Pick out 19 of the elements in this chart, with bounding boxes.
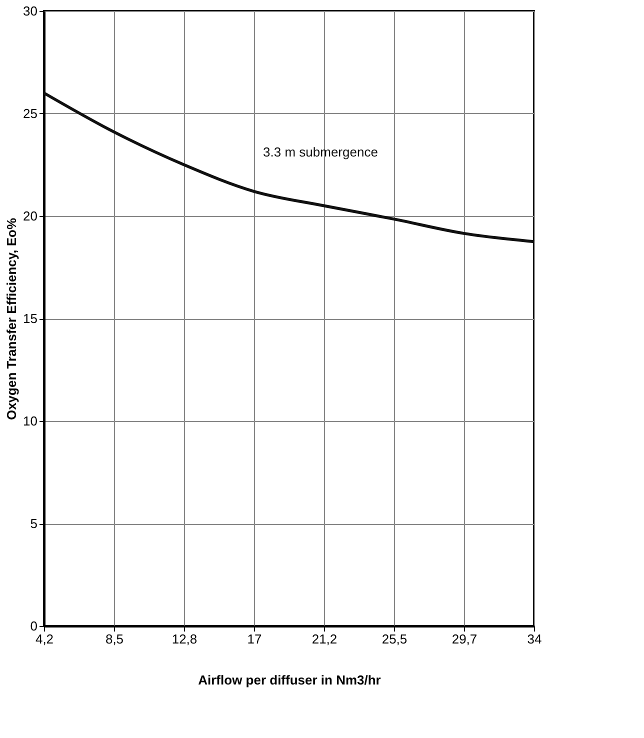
text: 3.3 m submergence	[263, 144, 378, 160]
x-tick-label: 21,2	[312, 632, 338, 646]
y-tick-label: 10	[23, 414, 38, 428]
x-tick-label: 29,7	[452, 632, 478, 646]
x-tick-label: 4,2	[35, 632, 54, 646]
x-tick-label: 8,5	[105, 632, 124, 646]
x-tick-label: 12,8	[172, 632, 198, 646]
y-tick-label: 15	[23, 311, 38, 326]
x-tick-label: 17	[247, 632, 262, 646]
y-tick-label: 0	[30, 618, 38, 634]
x-axis-title: Airflow per diffuser in Nm3/hr	[198, 672, 381, 688]
y-tick-label: 25	[23, 106, 38, 121]
y-tick-label: 5	[30, 516, 38, 531]
x-tick-label: 25,5	[382, 632, 408, 646]
y-tick-label: 20	[23, 208, 38, 224]
y-tick-label: 30	[23, 4, 38, 18]
x-tick-label: 34	[527, 632, 542, 646]
line-series	[42, 92, 536, 244]
y-axis-title: Oxygen Transfer Efficiency, Eo%	[4, 218, 20, 420]
